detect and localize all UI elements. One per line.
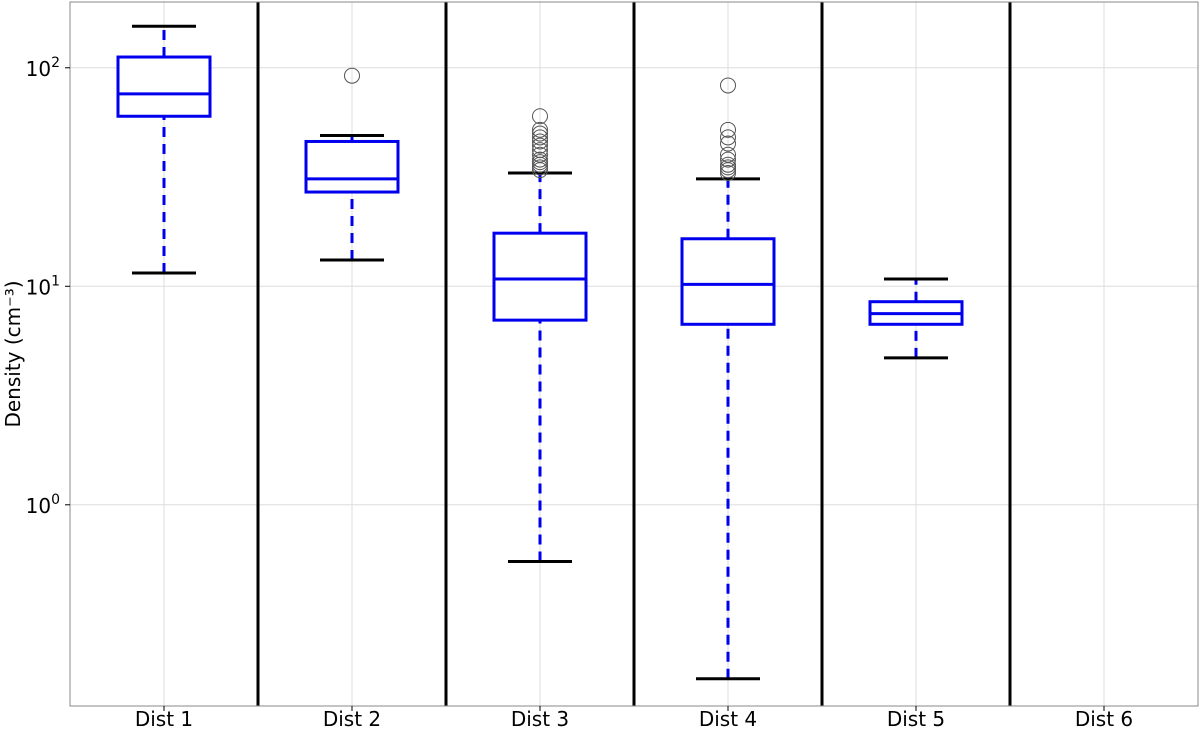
box-group-4 [680, 77, 776, 681]
outlier-point [720, 146, 736, 163]
y-axis-ticks: 100 101 102 [26, 55, 70, 518]
outlier-point [720, 129, 736, 146]
x-tick-label: Dist 6 [1075, 707, 1133, 731]
outlier-point [532, 108, 548, 125]
category-separators [256, 2, 1012, 706]
outlier-point [532, 151, 548, 168]
x-tick-label: Dist 3 [511, 707, 569, 731]
outlier-point [720, 77, 736, 94]
iqr-box [304, 139, 400, 194]
box-series [116, 24, 964, 681]
outlier-point [532, 129, 548, 146]
x-tick-label: Dist 4 [699, 707, 757, 731]
outlier-point [720, 135, 736, 152]
y-axis-label: Density (cm⁻³) [1, 280, 25, 427]
box-group-3 [492, 108, 588, 564]
x-tick-label: Dist 5 [887, 707, 945, 731]
x-tick-label: Dist 2 [323, 707, 381, 731]
outlier-point [720, 164, 736, 181]
iqr-box [492, 231, 588, 322]
y-tick-label: 102 [26, 55, 60, 81]
outlier-point [720, 156, 736, 173]
x-tick-label: Dist 1 [135, 707, 193, 731]
outlier-point [720, 121, 736, 138]
outlier-point [532, 146, 548, 163]
y-tick-label: 100 [26, 492, 60, 518]
plot-frame [69, 1, 1199, 707]
outlier-point [532, 133, 548, 150]
outlier-point [532, 137, 548, 154]
iqr-box [116, 55, 212, 118]
outlier-point [720, 151, 736, 168]
outlier-point [532, 121, 548, 138]
y-tick-label: 101 [26, 273, 60, 299]
box-group-2 [304, 67, 400, 262]
outlier-point [532, 142, 548, 159]
x-axis-ticks: Dist 1 Dist 2 Dist 3 Dist 4 Dist 5 Dist 6 [135, 706, 1133, 731]
box-group-1 [116, 24, 212, 275]
outlier-point [532, 125, 548, 142]
box-group-5 [868, 277, 964, 360]
outlier-point [344, 67, 360, 84]
iqr-box [680, 237, 776, 326]
